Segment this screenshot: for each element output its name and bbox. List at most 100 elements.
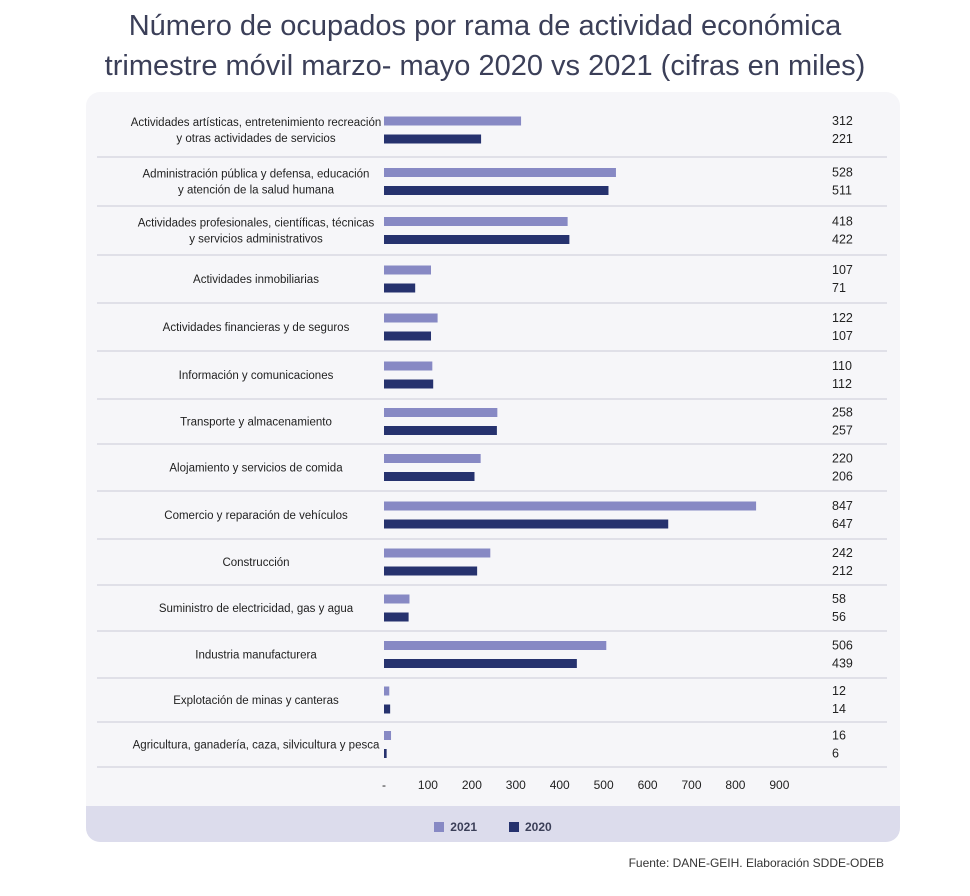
value-label-2021: 312 — [832, 114, 853, 128]
value-label-2021: 110 — [832, 359, 852, 373]
bar-2021 — [384, 116, 522, 126]
bar-2020 — [384, 519, 669, 529]
value-label-2020: 511 — [832, 184, 852, 198]
category-label: Agricultura, ganadería, caza, silvicultu… — [133, 740, 380, 752]
legend-label-2021: 2021 — [450, 820, 477, 834]
x-tick-label: 400 — [550, 778, 570, 792]
value-label-2020: 107 — [832, 329, 853, 343]
bar-2021 — [384, 641, 607, 650]
bar-2020 — [384, 186, 609, 195]
legend-swatch-2020 — [509, 822, 519, 832]
category-label: Información y comunicaciones — [179, 370, 334, 382]
chart-title-line-2: trimestre móvil marzo- mayo 2020 vs 2021… — [104, 50, 866, 82]
value-label-2020: 212 — [832, 564, 853, 578]
value-label-2020: 221 — [832, 132, 853, 146]
legend-band — [86, 806, 900, 842]
bar-2021 — [384, 408, 498, 417]
category-label-line: Administración pública y defensa, educac… — [143, 169, 370, 181]
category-label: Explotación de minas y canteras — [173, 695, 339, 707]
chart-panel: Actividades artísticas, entretenimiento … — [86, 92, 900, 842]
category-label: Transporte y almacenamiento — [180, 417, 332, 429]
bar-2020 — [384, 472, 475, 481]
legend: 2021 2020 — [86, 820, 900, 834]
bar-2020 — [384, 566, 478, 576]
bar-2020 — [384, 331, 432, 341]
value-label-2021: 12 — [832, 684, 846, 698]
category-label-line: y atención de la salud humana — [178, 185, 335, 197]
bar-2020 — [384, 704, 391, 714]
legend-item-2021: 2021 — [434, 820, 477, 834]
value-label-2020: 257 — [832, 424, 853, 438]
bar-2020 — [384, 749, 387, 758]
bar-chart: Actividades artísticas, entretenimiento … — [97, 114, 887, 792]
value-label-2021: 242 — [832, 546, 853, 560]
value-label-2021: 418 — [832, 215, 853, 229]
category-label-line: Actividades profesionales, científicas, … — [138, 218, 375, 230]
x-tick-label: 700 — [681, 778, 701, 792]
bar-2020 — [384, 426, 497, 435]
value-label-2021: 107 — [832, 263, 853, 277]
value-label-2021: 122 — [832, 311, 853, 325]
x-tick-label: 200 — [462, 778, 482, 792]
value-label-2021: 58 — [832, 592, 846, 606]
value-label-2020: 422 — [832, 233, 853, 247]
value-label-2020: 647 — [832, 517, 853, 531]
bar-2021 — [384, 168, 616, 177]
bar-2021 — [384, 686, 390, 696]
value-label-2020: 71 — [832, 281, 846, 295]
value-label-2021: 506 — [832, 639, 853, 653]
bar-2021 — [384, 731, 392, 740]
bar-2021 — [384, 594, 410, 604]
value-label-2021: 528 — [832, 166, 853, 180]
legend-label-2020: 2020 — [525, 820, 552, 834]
bar-2020 — [384, 134, 482, 144]
value-label-2021: 220 — [832, 452, 853, 466]
bar-2020 — [384, 283, 416, 293]
x-tick-label: 300 — [506, 778, 526, 792]
category-label: Suministro de electricidad, gas y agua — [159, 603, 354, 615]
category-label: Actividades inmobiliarias — [193, 274, 319, 286]
category-label: Administración pública y defensa, educac… — [143, 169, 370, 197]
chart-title-line-1: Número de ocupados por rama de actividad… — [128, 10, 842, 42]
chart-title: Número de ocupados por rama de actividad… — [0, 6, 970, 86]
bar-2021 — [384, 548, 491, 558]
value-label-2021: 16 — [832, 729, 846, 743]
x-tick-label: 900 — [769, 778, 789, 792]
x-tick-label: - — [382, 778, 386, 792]
source-note: Fuente: DANE-GEIH. Elaboración SDDE-ODEB — [628, 856, 884, 870]
bar-2021 — [384, 454, 481, 463]
x-tick-label: 500 — [594, 778, 614, 792]
bar-2020 — [384, 235, 570, 244]
category-label-line: Actividades artísticas, entretenimiento … — [131, 117, 382, 129]
value-label-2021: 258 — [832, 406, 853, 420]
bar-2021 — [384, 265, 432, 275]
x-tick-label: 600 — [638, 778, 658, 792]
bar-2020 — [384, 659, 577, 668]
category-label-line: y servicios administrativos — [189, 234, 323, 246]
value-label-2021: 847 — [832, 499, 853, 513]
x-tick-label: 800 — [725, 778, 745, 792]
category-label-line: y otras actividades de servicios — [176, 133, 335, 145]
category-label: Comercio y reparación de vehículos — [164, 510, 348, 522]
bar-2021 — [384, 217, 568, 226]
bar-2020 — [384, 612, 409, 622]
value-label-2020: 439 — [832, 657, 853, 671]
value-label-2020: 56 — [832, 610, 846, 624]
legend-item-2020: 2020 — [509, 820, 552, 834]
category-label: Industria manufacturera — [195, 650, 317, 662]
category-label: Alojamiento y servicios de comida — [169, 463, 343, 475]
value-label-2020: 6 — [832, 747, 839, 761]
legend-swatch-2021 — [434, 822, 445, 832]
category-label: Actividades financieras y de seguros — [163, 322, 350, 334]
x-tick-label: 100 — [418, 778, 438, 792]
bar-2021 — [384, 501, 757, 511]
bar-2021 — [384, 361, 433, 371]
value-label-2020: 206 — [832, 470, 853, 484]
value-label-2020: 112 — [832, 377, 852, 391]
category-label: Construcción — [222, 557, 289, 569]
category-label: Actividades profesionales, científicas, … — [138, 218, 375, 246]
category-label: Actividades artísticas, entretenimiento … — [131, 117, 382, 145]
value-label-2020: 14 — [832, 702, 846, 716]
bar-2021 — [384, 313, 438, 323]
bar-2020 — [384, 379, 434, 389]
